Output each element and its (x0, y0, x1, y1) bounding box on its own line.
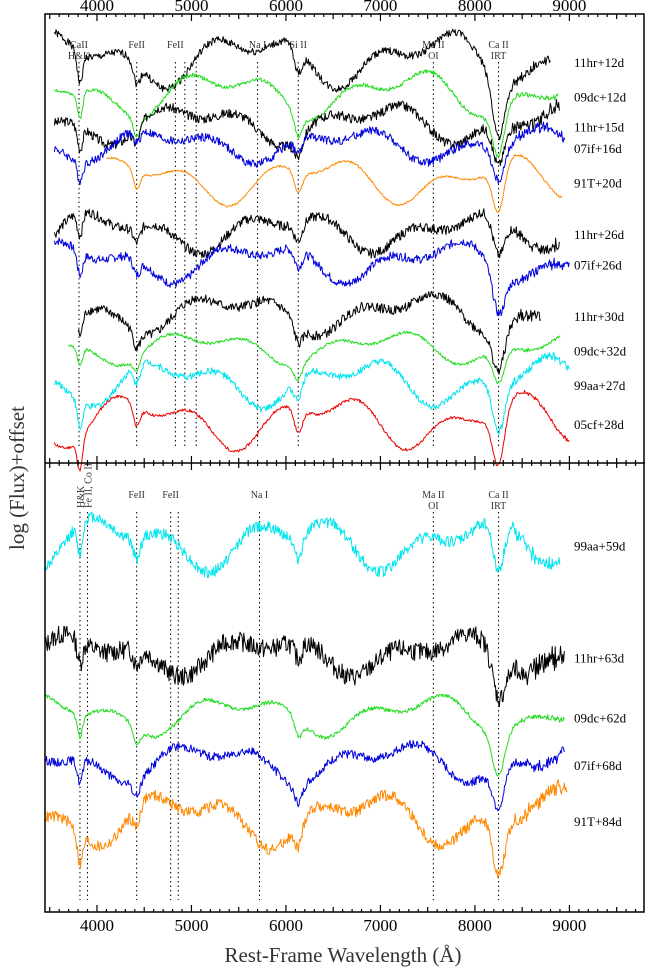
x-tick-label-top: 5000 (174, 0, 208, 15)
spectrum-line (53, 389, 570, 472)
spectrum-line (44, 625, 565, 708)
line-marker-label: FeII (167, 40, 184, 51)
spectrum-line (106, 154, 563, 213)
series-label: 05cf+28d (574, 417, 624, 432)
spectrum-line (44, 511, 561, 578)
series-label: 91T+20d (574, 175, 622, 190)
x-tick-label-bottom: 9000 (552, 916, 586, 935)
series-label: 11hr+30d (574, 309, 625, 324)
line-marker-label: FeII (128, 40, 145, 51)
series-label: 91T+84d (574, 814, 622, 829)
x-tick-label-bottom: 8000 (458, 916, 492, 935)
bottom-tick-labels: 4000 5000 6000 7000 8000 9000 (80, 916, 586, 935)
line-marker-label: Na I (251, 490, 269, 501)
line-marker-label: Na I (249, 40, 267, 51)
line-marker-label: CaII (70, 40, 88, 51)
spectrum-line (53, 121, 566, 185)
series-label: 09dc+32d (574, 344, 627, 359)
line-marker-label: Fe II, Co II (84, 463, 95, 508)
line-marker-label: Si II (289, 40, 307, 51)
line-marker-label: FeII (162, 490, 179, 501)
line-marker-label: Ca II (488, 490, 508, 501)
x-tick-label-bottom: 4000 (80, 916, 114, 935)
x-tick-label-bottom: 6000 (269, 916, 303, 935)
x-tick-label-top: 4000 (80, 0, 114, 15)
x-tick-label-bottom: 5000 (174, 916, 208, 935)
spectrum-line (53, 28, 551, 141)
line-marker-label: H&K (68, 51, 91, 62)
line-marker-label: FeII (128, 490, 145, 501)
x-tick-label-top: 7000 (363, 0, 397, 15)
x-tick-label-top: 6000 (269, 0, 303, 15)
spectrum-line (53, 69, 559, 158)
spectrum-line (53, 351, 570, 435)
spectrum-line (77, 291, 542, 375)
spectrum-line (68, 330, 561, 384)
series-label: 99aa+59d (574, 538, 626, 553)
series-label: 07if+16d (574, 141, 622, 156)
line-marker-label: IRT (491, 51, 507, 62)
series-label: 11hr+26d (574, 227, 625, 242)
x-tick-label-top: 9000 (552, 0, 586, 15)
x-tick-label-bottom: 7000 (363, 916, 397, 935)
spectrum-line (53, 237, 570, 317)
series-label: 99aa+27d (574, 378, 626, 393)
x-axis-title: Rest-Frame Wavelength (Å) (224, 943, 461, 967)
series-label: 09dc+12d (574, 89, 627, 104)
spectrum-line (53, 208, 560, 259)
line-marker-label: OI (428, 501, 439, 512)
spectrum-line (44, 779, 568, 879)
line-marker-label: H&K (76, 485, 87, 508)
series-label: 11hr+12d (574, 55, 625, 70)
series-label: 11hr+15d (574, 119, 625, 134)
spectrum-line (44, 739, 565, 812)
x-tick-label-top: 8000 (458, 0, 492, 15)
top-tick-labels: 4000 5000 6000 7000 8000 9000 (80, 0, 586, 15)
series-label: 07if+68d (574, 758, 622, 773)
spectrum-line (44, 693, 565, 777)
line-marker-label: Ma II (422, 490, 445, 501)
series-label: 11hr+63d (574, 650, 625, 665)
line-marker-label: IRT (491, 501, 507, 512)
line-marker-label: OI (428, 51, 439, 62)
series-label: 09dc+62d (574, 711, 627, 726)
series-label: 07if+26d (574, 257, 622, 272)
line-marker-label: Ca II (488, 40, 508, 51)
y-axis-title: log (Flux)+offset (5, 406, 29, 550)
